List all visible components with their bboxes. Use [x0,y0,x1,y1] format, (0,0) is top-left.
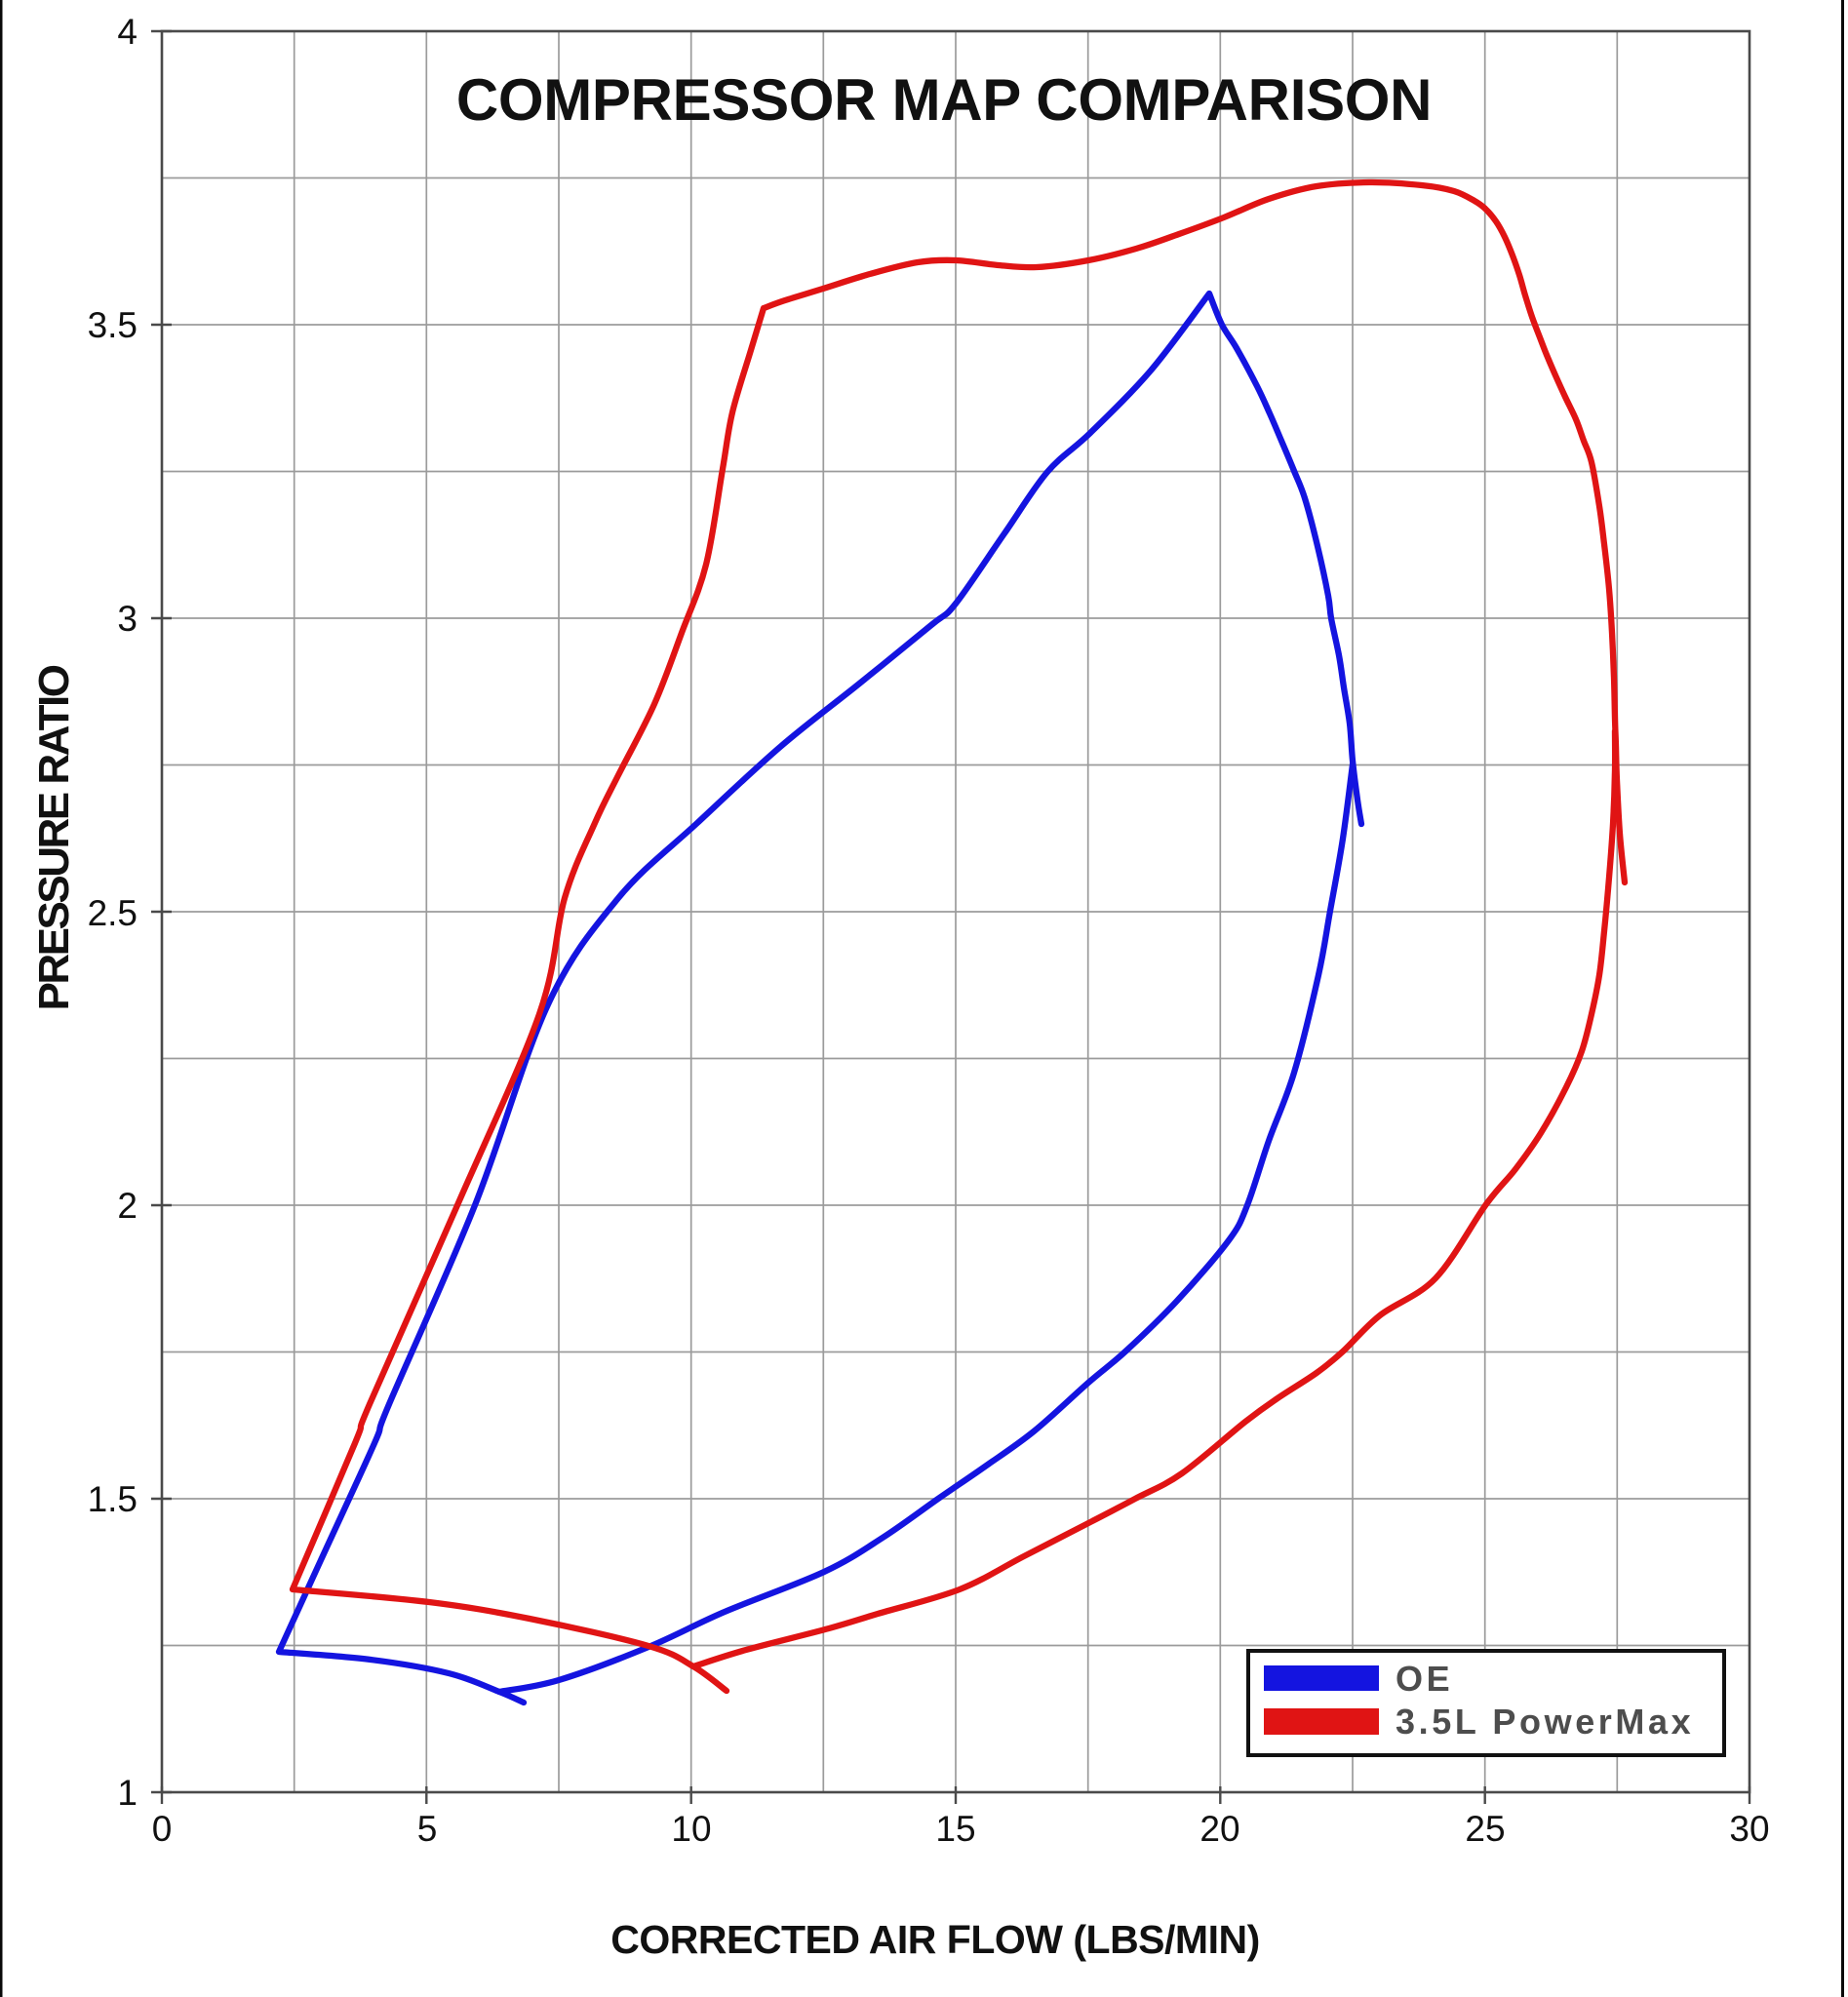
svg-text:CORRECTED AIR FLOW (LBS/MIN): CORRECTED AIR FLOW (LBS/MIN) [610,1917,1259,1962]
svg-text:OE: OE [1396,1659,1453,1699]
svg-text:PRESSURE RATIO: PRESSURE RATIO [30,665,78,1010]
svg-text:3.5L PowerMax: 3.5L PowerMax [1396,1702,1694,1742]
svg-text:2: 2 [117,1186,138,1226]
svg-text:COMPRESSOR MAP COMPARISON: COMPRESSOR MAP COMPARISON [456,67,1432,133]
svg-text:4: 4 [117,12,138,52]
svg-text:25: 25 [1465,1809,1505,1849]
svg-text:15: 15 [935,1809,975,1849]
svg-text:1.5: 1.5 [88,1479,138,1519]
svg-text:1: 1 [117,1773,138,1813]
svg-text:3.5: 3.5 [88,305,138,345]
svg-text:20: 20 [1199,1809,1239,1849]
svg-text:5: 5 [417,1809,438,1849]
svg-text:30: 30 [1729,1809,1769,1849]
svg-text:2.5: 2.5 [88,893,138,933]
svg-text:10: 10 [671,1809,711,1849]
svg-text:0: 0 [152,1809,173,1849]
svg-text:3: 3 [117,599,138,639]
